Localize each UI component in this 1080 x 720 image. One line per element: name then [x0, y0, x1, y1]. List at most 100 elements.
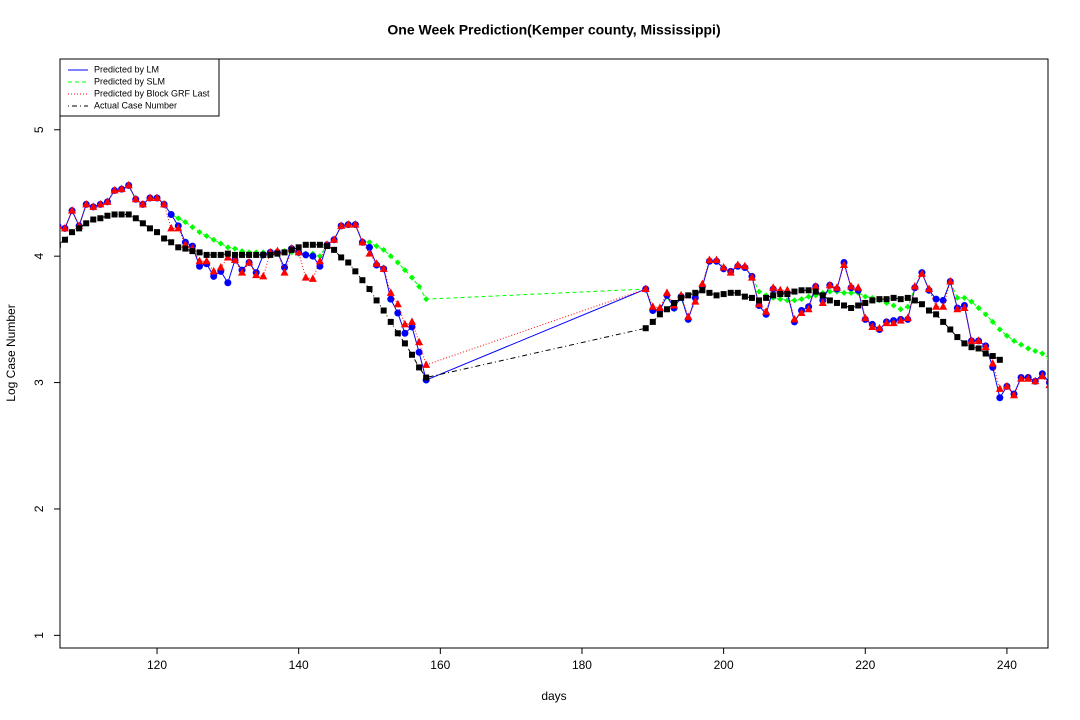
point: [811, 282, 820, 290]
point: [415, 337, 424, 346]
point: [373, 297, 380, 304]
point: [182, 245, 189, 252]
point: [847, 282, 856, 290]
x-tick-label: 160: [430, 658, 450, 672]
point: [855, 302, 862, 309]
point: [386, 288, 395, 296]
point: [175, 244, 182, 251]
point: [267, 251, 274, 258]
point: [1039, 350, 1046, 357]
point: [387, 295, 395, 303]
point: [961, 294, 968, 301]
point: [832, 283, 841, 291]
point: [238, 268, 247, 276]
x-tick-label: 180: [572, 658, 592, 672]
point: [869, 297, 876, 304]
point: [202, 256, 211, 265]
point: [903, 313, 912, 322]
point: [359, 277, 366, 284]
point: [358, 237, 367, 246]
y-tick-label: 5: [32, 126, 46, 133]
point: [740, 261, 749, 270]
point: [408, 351, 415, 358]
point: [189, 248, 196, 255]
point: [932, 302, 941, 310]
point: [1046, 356, 1048, 361]
point: [911, 297, 918, 304]
point: [209, 266, 218, 275]
point: [217, 251, 224, 258]
point: [770, 292, 777, 299]
point: [246, 251, 253, 258]
point: [196, 249, 203, 256]
point: [117, 184, 126, 193]
point: [946, 276, 955, 285]
point: [154, 229, 161, 236]
point: [423, 296, 430, 303]
point: [408, 274, 415, 281]
point: [344, 220, 353, 228]
point: [777, 296, 784, 303]
point: [401, 329, 409, 337]
point: [104, 212, 111, 219]
point: [968, 344, 975, 351]
point: [833, 299, 840, 306]
point: [989, 353, 996, 360]
point: [252, 270, 261, 279]
point: [841, 289, 848, 296]
point: [826, 288, 833, 295]
point: [642, 325, 649, 332]
point: [379, 264, 388, 272]
point: [1002, 381, 1011, 390]
series-line: [60, 184, 1048, 400]
point: [89, 202, 98, 210]
point: [224, 250, 231, 257]
point: [302, 241, 309, 248]
y-tick-label: 1: [32, 632, 46, 639]
point: [380, 307, 387, 314]
point: [692, 289, 699, 296]
point: [705, 255, 714, 263]
point: [996, 394, 1004, 402]
point: [975, 304, 982, 311]
point: [372, 259, 381, 267]
point: [741, 293, 748, 300]
point: [883, 296, 890, 303]
point: [210, 236, 217, 243]
point: [274, 250, 281, 257]
point: [125, 211, 132, 218]
point: [968, 298, 975, 305]
point: [302, 251, 310, 259]
point: [167, 223, 176, 232]
point: [110, 185, 119, 194]
point: [224, 244, 231, 251]
point: [210, 251, 217, 258]
point: [401, 340, 408, 347]
point: [982, 350, 989, 357]
point: [189, 224, 196, 231]
point: [798, 296, 805, 303]
point: [196, 262, 204, 270]
point: [415, 348, 423, 356]
point: [239, 251, 246, 258]
point: [641, 284, 650, 293]
point: [394, 259, 401, 266]
point: [351, 220, 360, 228]
point: [897, 306, 904, 313]
point: [1038, 371, 1047, 380]
point: [819, 292, 826, 299]
point: [195, 256, 204, 265]
point: [896, 316, 905, 324]
point: [337, 221, 346, 229]
point: [118, 211, 125, 218]
point: [826, 297, 833, 304]
point: [662, 288, 671, 296]
point: [805, 293, 812, 300]
y-axis-label: Log Case Number: [4, 304, 18, 401]
point: [818, 298, 827, 306]
point: [882, 318, 891, 327]
plot-frame: [59, 58, 1049, 649]
point: [804, 304, 813, 313]
point: [755, 299, 764, 308]
point: [216, 263, 225, 271]
